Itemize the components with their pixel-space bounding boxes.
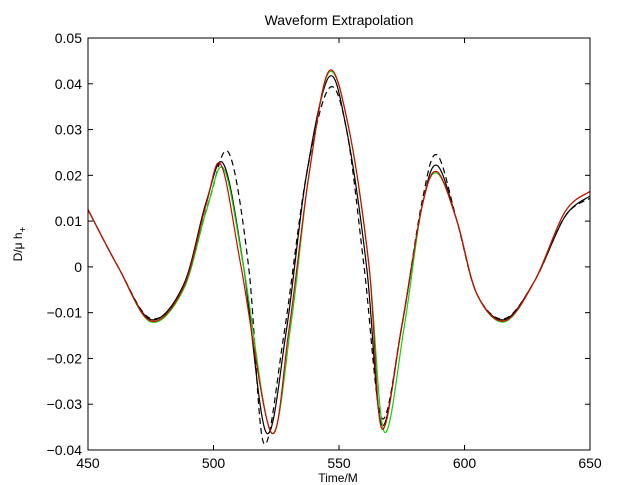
- x-tick-label-650: 650: [578, 455, 602, 471]
- ticks-layer: 450 500 550 600 650 −0.04 −0.03 −0.02 −0.01 0 0.01…: [47, 30, 602, 471]
- y-tick-label-5: 0.01: [55, 213, 82, 229]
- y-axis-label: D/μ h+: [11, 226, 29, 261]
- chart-title: Waveform Extrapolation: [265, 12, 414, 28]
- svg-text:D/μ h+: D/μ h+: [11, 226, 29, 261]
- x-axis-label: Time/M: [318, 471, 358, 485]
- series-layer: [88, 69, 590, 445]
- x-tick-label-550: 550: [327, 455, 351, 471]
- y-tick-label-6: 0.02: [55, 167, 82, 183]
- y-tick-label-8: 0.04: [55, 76, 82, 92]
- x-tick-label-450: 450: [76, 455, 100, 471]
- y-tick-label-2: −0.02: [47, 350, 83, 366]
- y-tick-label-3: −0.01: [47, 305, 83, 321]
- y-axis-label-main: D/μ h: [11, 232, 25, 261]
- y-tick-label-0: −0.04: [47, 442, 83, 458]
- y-tick-label-1: −0.03: [47, 396, 83, 412]
- y-axis-label-subscript: +: [18, 226, 29, 232]
- x-tick-label-500: 500: [202, 455, 226, 471]
- y-tick-label-4: 0: [74, 259, 82, 275]
- y-tick-label-9: 0.05: [55, 30, 82, 46]
- series-line-4: [88, 69, 590, 435]
- plot-area: [88, 38, 590, 450]
- y-tick-label-7: 0.03: [55, 122, 82, 138]
- x-tick-label-600: 600: [453, 455, 477, 471]
